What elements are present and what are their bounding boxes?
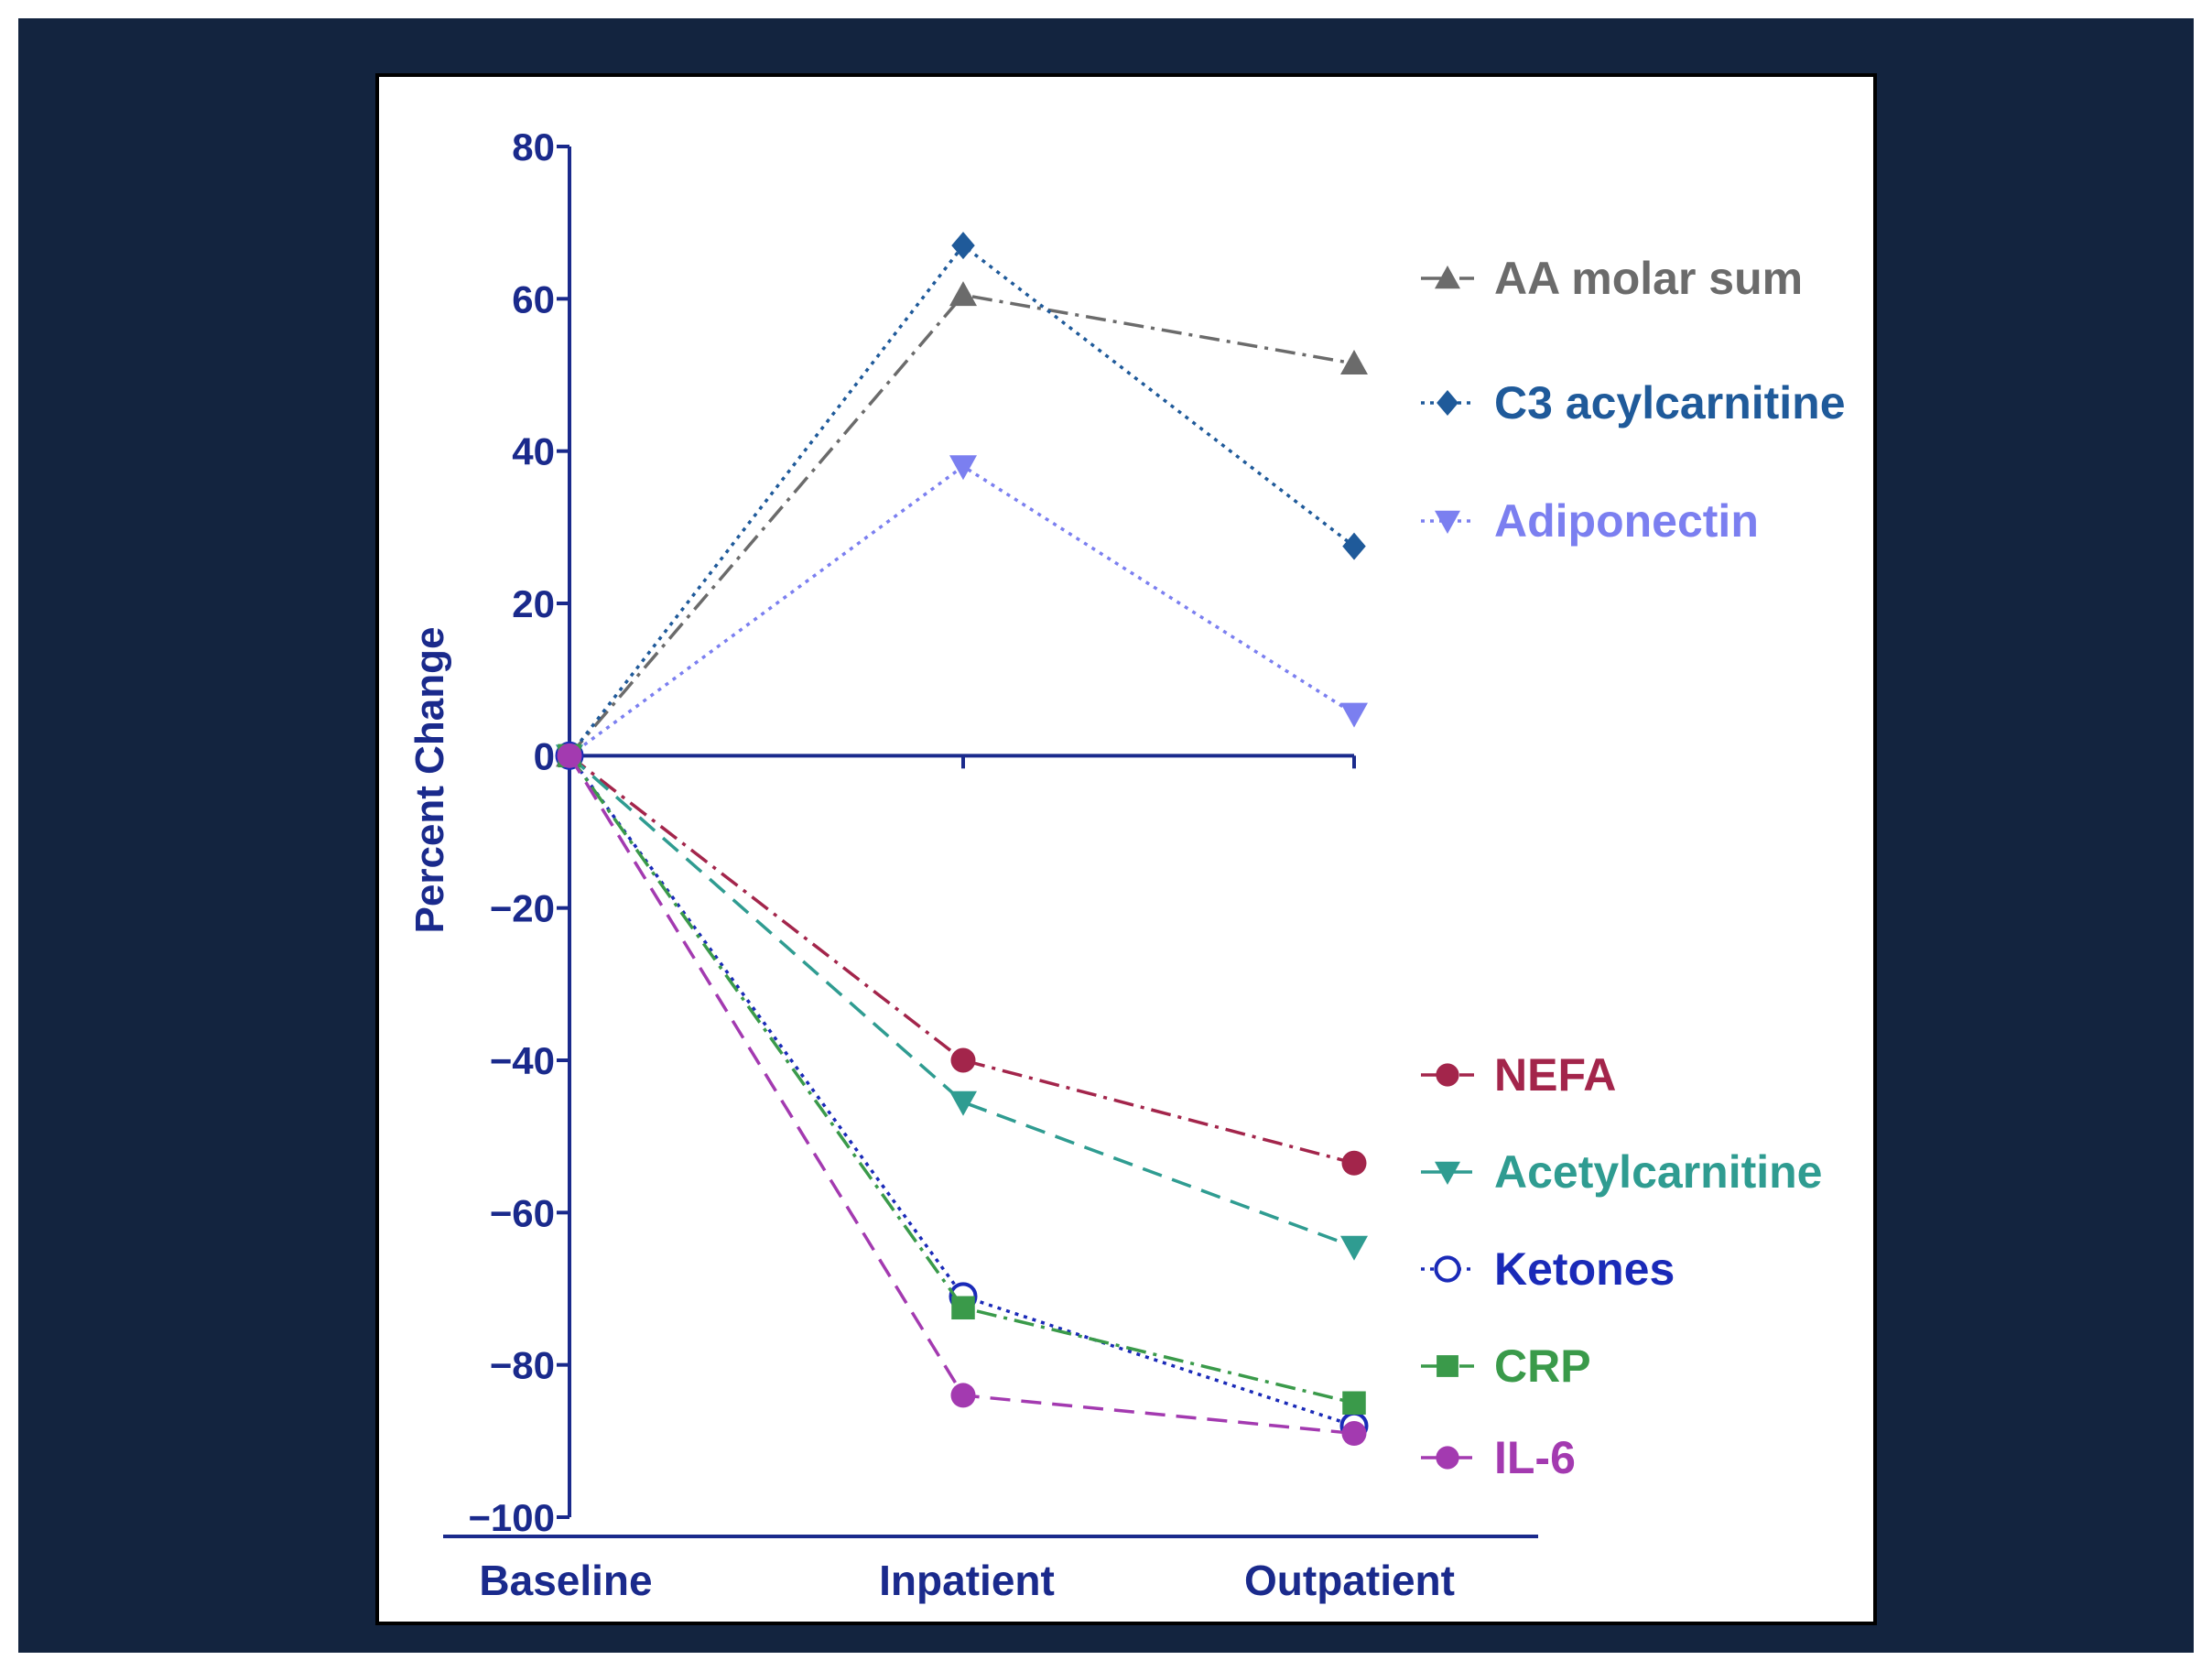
data-point bbox=[949, 281, 977, 307]
data-point bbox=[1342, 1391, 1366, 1415]
y-tick-label: −100 bbox=[468, 1496, 555, 1539]
legend-label: Ketones bbox=[1494, 1243, 1675, 1295]
series-adiponectin bbox=[556, 455, 1368, 770]
y-tick-label: −60 bbox=[490, 1191, 555, 1234]
data-point bbox=[949, 455, 977, 481]
y-tick-label: 40 bbox=[512, 430, 555, 473]
data-point bbox=[1342, 532, 1366, 560]
y-tick-label: 0 bbox=[534, 734, 555, 777]
legend-label: NEFA bbox=[1494, 1049, 1616, 1101]
legend-item: Adiponectin bbox=[1421, 495, 1759, 547]
series-acetylcarnitine bbox=[556, 744, 1368, 1261]
y-tick-label: 80 bbox=[512, 125, 555, 168]
data-point bbox=[951, 232, 975, 260]
legend-item: Ketones bbox=[1421, 1243, 1675, 1295]
legend-marker bbox=[1436, 1446, 1459, 1470]
y-tick-label: 60 bbox=[512, 277, 555, 320]
data-point bbox=[1340, 702, 1368, 728]
x-tick-label: Inpatient bbox=[879, 1557, 1055, 1604]
legend: AA molar sum C3 acylcarnitine Adiponectin N… bbox=[1421, 253, 1846, 1483]
legend-label: Adiponectin bbox=[1494, 495, 1759, 547]
legend-marker bbox=[1435, 1161, 1460, 1185]
y-tick-label: −40 bbox=[490, 1039, 555, 1082]
series-line bbox=[568, 754, 1355, 1165]
legend-item: IL-6 bbox=[1421, 1432, 1576, 1483]
y-axis: 80 60 40 20 0 −20 −40 −60 −80 −100 bbox=[468, 125, 571, 1539]
series-ketones bbox=[555, 741, 1369, 1440]
series-line bbox=[568, 243, 1356, 757]
data-point bbox=[950, 1047, 976, 1073]
legend-item: AA molar sum bbox=[1421, 253, 1803, 304]
y-tick-label: −20 bbox=[490, 887, 555, 930]
series-line bbox=[568, 754, 1355, 1249]
y-tick-label: −80 bbox=[490, 1344, 555, 1387]
legend-label: IL-6 bbox=[1494, 1432, 1576, 1483]
data-point bbox=[1341, 1150, 1367, 1176]
x-axis: Baseline Inpatient Outpatient bbox=[443, 754, 1538, 1604]
series-layer bbox=[555, 232, 1369, 1447]
y-tick-label: 20 bbox=[512, 582, 555, 625]
y-axis-label: Percent Change bbox=[407, 627, 452, 934]
series-line bbox=[568, 464, 1355, 757]
data-point bbox=[1340, 1235, 1368, 1261]
x-tick-label: Outpatient bbox=[1244, 1557, 1455, 1604]
legend-marker bbox=[1437, 390, 1458, 416]
data-point bbox=[1341, 1421, 1367, 1447]
line-chart: 80 60 40 20 0 −20 −40 −60 −80 −100 Baseline Inpati… bbox=[407, 125, 1846, 1604]
series-crp bbox=[558, 743, 1366, 1415]
series-aa-molar-sum bbox=[556, 281, 1368, 767]
figure-background: 80 60 40 20 0 −20 −40 −60 −80 −100 Baseline Inpati… bbox=[18, 18, 2194, 1653]
legend-label: CRP bbox=[1494, 1340, 1591, 1392]
series-line bbox=[568, 293, 1355, 757]
series-line bbox=[568, 754, 1355, 1427]
legend-label: Acetylcarnitine bbox=[1494, 1146, 1822, 1198]
x-tick-label: Baseline bbox=[479, 1557, 652, 1604]
data-point bbox=[949, 1090, 977, 1116]
legend-item: Acetylcarnitine bbox=[1421, 1146, 1822, 1198]
data-point bbox=[557, 743, 582, 768]
series-c3-acylcarnitine bbox=[558, 232, 1366, 770]
legend-marker bbox=[1434, 1255, 1461, 1283]
legend-marker bbox=[1437, 1355, 1458, 1377]
legend-item: C3 acylcarnitine bbox=[1421, 377, 1846, 429]
legend-label: AA molar sum bbox=[1494, 253, 1803, 304]
legend-label: C3 acylcarnitine bbox=[1494, 377, 1846, 429]
data-point bbox=[1340, 350, 1368, 375]
data-point bbox=[950, 1383, 976, 1408]
legend-item: NEFA bbox=[1421, 1049, 1616, 1101]
data-point bbox=[951, 1296, 975, 1320]
legend-marker bbox=[1435, 510, 1460, 534]
legend-marker bbox=[1435, 266, 1460, 289]
legend-item: CRP bbox=[1421, 1340, 1591, 1392]
chart-panel: 80 60 40 20 0 −20 −40 −60 −80 −100 Baseline Inpati… bbox=[375, 73, 1877, 1625]
legend-marker bbox=[1436, 1063, 1459, 1087]
series-il-6 bbox=[557, 743, 1367, 1447]
